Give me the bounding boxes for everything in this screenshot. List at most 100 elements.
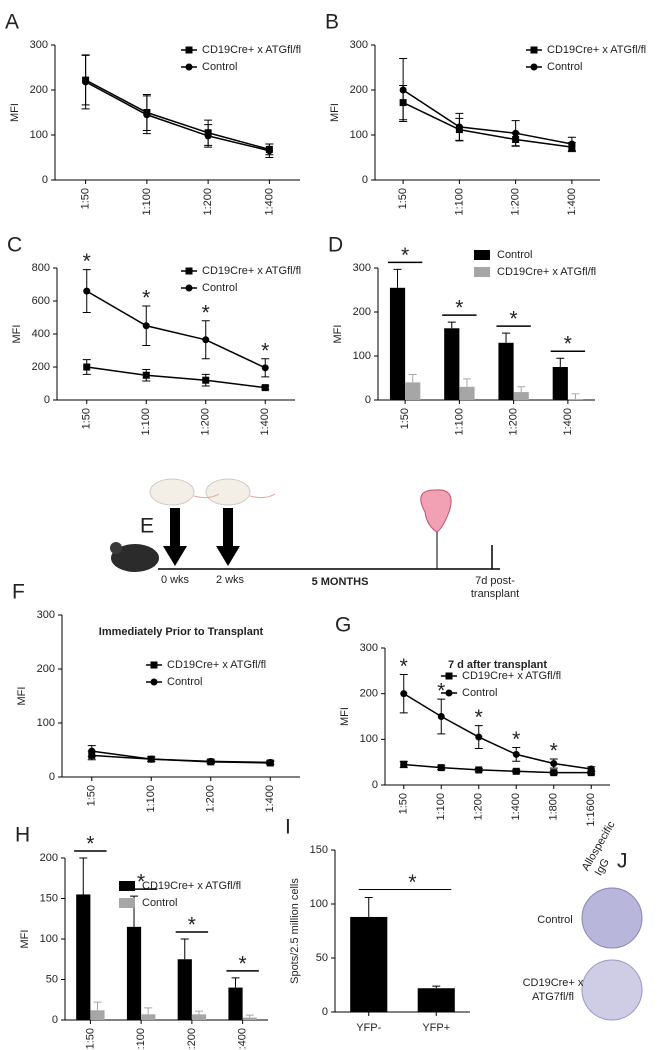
x-tick-label: 1:400 [510, 793, 522, 821]
endpoint-label: transplant [471, 588, 519, 600]
bar [228, 987, 243, 1020]
panel-letter: I [285, 816, 291, 839]
bar [242, 1017, 257, 1020]
x-tick-label: 1:1600 [585, 793, 597, 827]
bar [459, 386, 475, 400]
bar [350, 916, 388, 1012]
chart: A MFI 0 100 200 300 1:50 1:100 1:200 1:400 CD19Cre… [5, 11, 301, 216]
marker [207, 757, 215, 765]
line [86, 290, 266, 369]
marker [143, 111, 151, 119]
legend-marker [185, 267, 193, 275]
panel-letter: G [335, 614, 351, 637]
legend-label: Control [497, 249, 532, 261]
y-tick-label: 300 [350, 39, 368, 51]
heart-icon [420, 489, 452, 533]
x-tick-label: 1:400 [562, 408, 574, 436]
error-bar [93, 1001, 102, 1011]
bar [389, 287, 406, 400]
x-tick-label: 1:400 [264, 785, 276, 813]
x-tick-label: 1:100 [135, 1028, 147, 1050]
x-tick-label: 1:100 [141, 188, 153, 216]
error-bar [502, 332, 511, 343]
marker [512, 129, 520, 137]
y-tick-label: 0 [372, 779, 378, 791]
legend-label: CD19Cre+ x ATGfl/fl [142, 880, 241, 892]
panel-letter: D [328, 234, 343, 257]
x-tick-label: 1:400 [259, 408, 271, 436]
legend-swatch [119, 898, 135, 908]
bar [567, 399, 584, 400]
y-tick-label: 50 [316, 952, 328, 964]
error-bar [432, 985, 441, 989]
x-tick-label: 1:100 [435, 793, 447, 821]
error-bar [571, 393, 580, 400]
x-tick-label: 1:50 [84, 1028, 96, 1049]
x-tick-label: 1:50 [80, 188, 92, 209]
x-tick-label: 1:50 [398, 793, 410, 814]
x-tick-label: 1:100 [453, 408, 465, 436]
significance-star: * [400, 655, 408, 678]
marker [261, 364, 269, 372]
legend-marker [530, 63, 538, 71]
legend-marker [185, 284, 193, 292]
marker [550, 760, 558, 768]
y-tick-label: 600 [32, 295, 50, 307]
chart: G 7 d after transplant MFI 0 100 200 300 1:50 1:… [335, 614, 610, 827]
x-tick-label: 1:100 [140, 408, 152, 436]
y-axis-label: MFI [16, 687, 28, 706]
marker [399, 86, 407, 94]
legend-label: CD19Cre+ x ATGfl/fl [497, 266, 596, 278]
row-label: ATG7fl/fl [532, 991, 574, 1003]
x-tick-label: YFP+ [422, 1022, 450, 1034]
injection-arrow [170, 508, 180, 548]
y-tick-label: 100 [40, 933, 58, 945]
significance-star: * [510, 308, 518, 331]
marker [83, 287, 91, 295]
error-bar [79, 857, 88, 895]
error-bar [364, 897, 373, 917]
y-tick-label: 200 [37, 663, 55, 675]
marker [400, 760, 408, 768]
timeline: E 0 wks 2 wks 5 MONTHS 7d post- transpla… [110, 478, 519, 600]
y-axis-label: MFI [339, 707, 351, 726]
line [402, 89, 573, 145]
y-axis-label: Spots/2.5 million cells [289, 878, 301, 984]
legend-label: Control [167, 676, 202, 688]
y-tick-label: 100 [353, 350, 371, 362]
endpoint-label: 7d post- [475, 575, 515, 587]
y-tick-label: 400 [32, 328, 50, 340]
injection-arrow [223, 508, 233, 548]
y-tick-label: 300 [37, 609, 55, 621]
y-tick-label: 50 [46, 973, 58, 985]
marker [587, 769, 595, 777]
y-tick-label: 100 [350, 129, 368, 141]
marker [550, 769, 558, 777]
bar [552, 367, 568, 400]
x-tick-label: 1:100 [453, 188, 465, 216]
y-tick-label: 300 [30, 39, 48, 51]
legend-label: CD19Cre+ x ATGfl/fl [167, 659, 266, 671]
y-tick-label: 200 [360, 688, 378, 700]
injection-arrow [216, 546, 240, 566]
legend-swatch [474, 267, 490, 277]
legend-label: Control [142, 897, 177, 909]
significance-star: * [437, 680, 445, 703]
y-axis-label: MFI [19, 930, 31, 949]
mouse-icon [149, 478, 195, 506]
marker [512, 767, 520, 775]
significance-star: * [261, 339, 269, 362]
significance-star: * [512, 728, 520, 751]
row-label: CD19Cre+ x [523, 977, 584, 989]
time-label: 0 wks [161, 574, 190, 586]
line [86, 366, 266, 389]
error-bar [231, 977, 240, 988]
bar [126, 926, 142, 1020]
mouse-icon [110, 542, 122, 554]
x-tick-label: 1:50 [86, 785, 98, 806]
error-bar [556, 357, 565, 367]
legend-marker [530, 46, 538, 54]
y-tick-label: 200 [40, 852, 58, 864]
marker [147, 755, 155, 763]
